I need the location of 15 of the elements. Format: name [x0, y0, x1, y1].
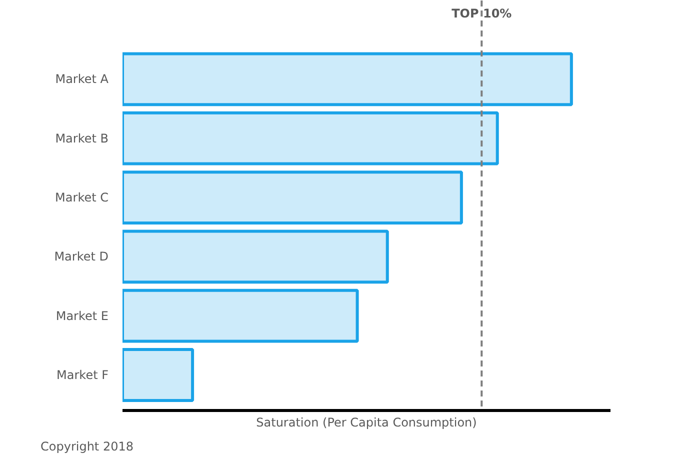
bar — [122, 52, 573, 106]
y-tick-label: Market C — [55, 190, 109, 205]
y-tick-label: Market E — [56, 308, 109, 323]
ref-line-label: TOP 10% — [452, 6, 512, 20]
y-tick-label: Market D — [54, 250, 109, 264]
y-tick-label: Market B — [55, 131, 108, 146]
bar — [122, 170, 463, 224]
text: Copyright 2018 — [40, 440, 134, 454]
bar — [122, 111, 499, 166]
y-tick-label: Market A — [55, 72, 110, 86]
bar — [122, 348, 194, 402]
x-axis-title: Saturation (Per Capita Consumption) — [256, 416, 477, 430]
bar — [122, 230, 389, 284]
bar — [122, 288, 359, 343]
y-tick-label: Market F — [56, 368, 109, 382]
